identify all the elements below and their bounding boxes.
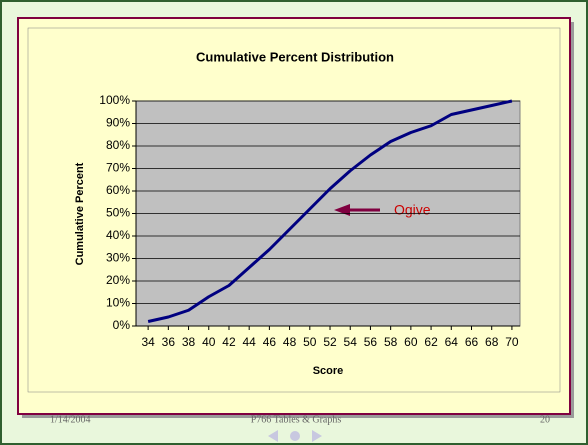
y-tick-label: 80%: [106, 138, 130, 152]
x-tick-label: 68: [485, 335, 499, 349]
x-tick-label: 56: [364, 335, 378, 349]
nav-next[interactable]: [312, 430, 322, 442]
x-tick-label: 66: [465, 335, 479, 349]
x-tick-label: 62: [424, 335, 438, 349]
y-tick-label: 70%: [106, 161, 130, 175]
x-tick-label: 40: [202, 335, 216, 349]
x-tick-label: 34: [141, 335, 155, 349]
x-tick-label: 60: [404, 335, 418, 349]
y-tick-label: 10%: [106, 296, 130, 310]
y-tick-label: 30%: [106, 251, 130, 265]
x-tick-label: 36: [162, 335, 176, 349]
x-tick-label: 54: [344, 335, 358, 349]
y-tick-label: 60%: [106, 183, 130, 197]
x-tick-label: 44: [242, 335, 256, 349]
footer-course: P766 Tables & Graphs: [251, 414, 342, 425]
x-tick-label: 50: [303, 335, 317, 349]
annotation-arrowhead: [334, 204, 350, 216]
x-tick-label: 70: [505, 335, 519, 349]
footer-page: 20: [540, 414, 550, 425]
data-line: [147, 99, 513, 323]
x-tick-label: 46: [263, 335, 277, 349]
nav-home[interactable]: [290, 431, 300, 441]
y-tick-label: 100%: [99, 93, 130, 107]
chart-title: Cumulative Percent Distribution: [196, 49, 394, 64]
nav-icons[interactable]: [268, 430, 322, 442]
x-tick-label: 42: [222, 335, 236, 349]
x-tick-label: 58: [384, 335, 398, 349]
footer-date: 1/14/2004: [50, 414, 91, 425]
annotation: Ogive: [394, 202, 431, 218]
x-tick-label: 48: [283, 335, 297, 349]
y-tick-label: 0%: [113, 318, 131, 332]
x-tick-label: 38: [182, 335, 196, 349]
y-tick-label: 50%: [106, 206, 130, 220]
y-axis-label: Cumulative Percent: [74, 162, 86, 265]
nav-prev[interactable]: [268, 430, 278, 442]
x-tick-label: 52: [323, 335, 337, 349]
x-tick-label: 64: [445, 335, 459, 349]
y-tick-label: 20%: [106, 273, 130, 287]
y-tick-label: 90%: [106, 116, 130, 130]
x-axis-label: Score: [313, 365, 344, 377]
y-tick-label: 40%: [106, 228, 130, 242]
